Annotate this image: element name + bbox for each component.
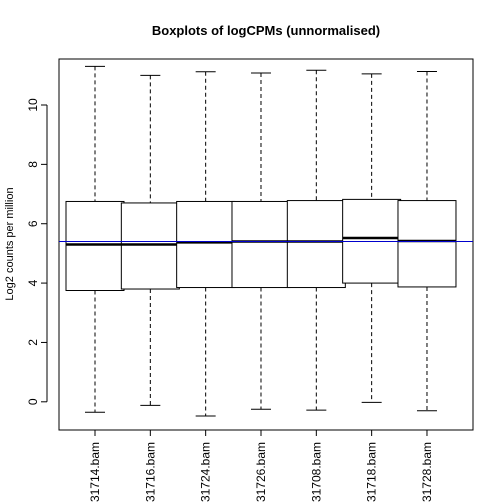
x-tick-label: 31726.bam — [254, 442, 268, 502]
y-tick-label: 4 — [26, 279, 40, 286]
iqr-box — [65, 200, 125, 292]
y-tick-label: 10 — [26, 98, 40, 112]
x-tick-label: 31728.bam — [420, 442, 434, 502]
y-tick-label: 6 — [26, 220, 40, 227]
box-31728.bam — [397, 70, 457, 412]
x-tick-label: 31708.bam — [309, 442, 323, 502]
iqr-box — [231, 200, 291, 289]
x-tick-label: 31714.bam — [88, 442, 102, 502]
x-tick-label: 31716.bam — [143, 442, 157, 502]
box-31714.bam — [65, 65, 125, 413]
y-axis-label: Log2 counts per million — [4, 187, 16, 300]
box-31718.bam — [342, 73, 402, 403]
x-axis: 31714.bam 31716.bam 31724.bam 31726.bam 3170… — [88, 429, 434, 502]
x-tick-label: 31724.bam — [199, 442, 213, 502]
iqr-box — [120, 202, 180, 290]
box-31726.bam — [231, 72, 291, 410]
y-tick-label: 8 — [26, 161, 40, 168]
x-tick-label: 31718.bam — [365, 442, 379, 502]
box-31716.bam — [120, 74, 180, 406]
y-tick-label: 2 — [26, 339, 40, 346]
iqr-box — [397, 200, 457, 288]
chart-title: Boxplots of logCPMs (unnormalised) — [152, 23, 380, 38]
box-31724.bam — [176, 71, 236, 417]
y-tick-label: 0 — [26, 398, 40, 405]
y-axis: 0 2 4 6 8 10 — [26, 98, 48, 405]
iqr-box — [176, 200, 236, 289]
iqr-box — [286, 200, 346, 289]
box-31708.bam — [286, 69, 346, 411]
boxes-layer — [65, 65, 457, 417]
